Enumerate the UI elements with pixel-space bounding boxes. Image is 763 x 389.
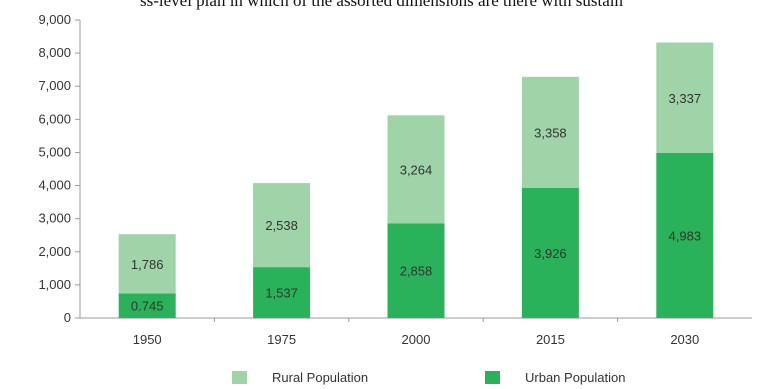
bar-urban [118, 293, 176, 318]
data-label-urban: 3,926 [534, 246, 567, 261]
y-tick-label: 8,000 [38, 45, 71, 60]
bar-rural [118, 234, 176, 294]
bar-urban [387, 223, 445, 318]
legend-swatch-rural [232, 371, 247, 384]
y-tick-label: 9,000 [38, 12, 71, 27]
x-tick-label: 2030 [670, 332, 699, 347]
data-label-rural: 3,264 [400, 162, 433, 177]
data-label-urban: 2,858 [400, 264, 433, 279]
bar-urban [656, 153, 714, 318]
legend-label-urban: Urban Population [525, 370, 626, 385]
data-label-urban: 4,983 [669, 229, 702, 244]
bar-rural [521, 76, 579, 189]
header-text: ss-level plan in which of the assorted d… [140, 0, 623, 10]
y-tick-label: 7,000 [38, 78, 71, 93]
y-tick-label: 5,000 [38, 144, 71, 159]
bar-rural [656, 42, 714, 154]
x-tick-label: 1975 [267, 332, 296, 347]
legend-swatch-urban [485, 371, 500, 384]
y-tick-label: 2,000 [38, 244, 71, 259]
stacked-bar-chart: 0 1,000 2,000 3,000 4,000 5,000 6,000 7,000 8,00… [38, 12, 752, 347]
legend-item-urban: Urban Population [485, 370, 625, 385]
y-tick-label: 1,000 [38, 277, 71, 292]
data-label-urban: 1,537 [265, 286, 298, 301]
legend: Rural Population Urban Population [0, 370, 763, 389]
legend-item-rural: Rural Population [232, 370, 368, 385]
x-tick-label: 1950 [133, 332, 162, 347]
bar-rural [253, 183, 311, 268]
y-tick-label: 3,000 [38, 211, 71, 226]
data-label-rural: 1,786 [131, 257, 164, 272]
data-label-rural: 3,337 [669, 91, 702, 106]
data-label-rural: 3,358 [534, 125, 567, 140]
bar-urban [521, 188, 579, 318]
y-tick-label: 0 [64, 310, 71, 325]
y-tick-label: 4,000 [38, 178, 71, 193]
data-label-rural: 2,538 [265, 218, 298, 233]
bar-urban [253, 267, 311, 318]
y-tick-label: 6,000 [38, 111, 71, 126]
x-tick-label: 2015 [536, 332, 565, 347]
bar-rural [387, 115, 445, 224]
legend-label-rural: Rural Population [272, 370, 369, 385]
data-label-urban: 0.745 [131, 299, 164, 314]
x-tick-label: 2000 [402, 332, 431, 347]
